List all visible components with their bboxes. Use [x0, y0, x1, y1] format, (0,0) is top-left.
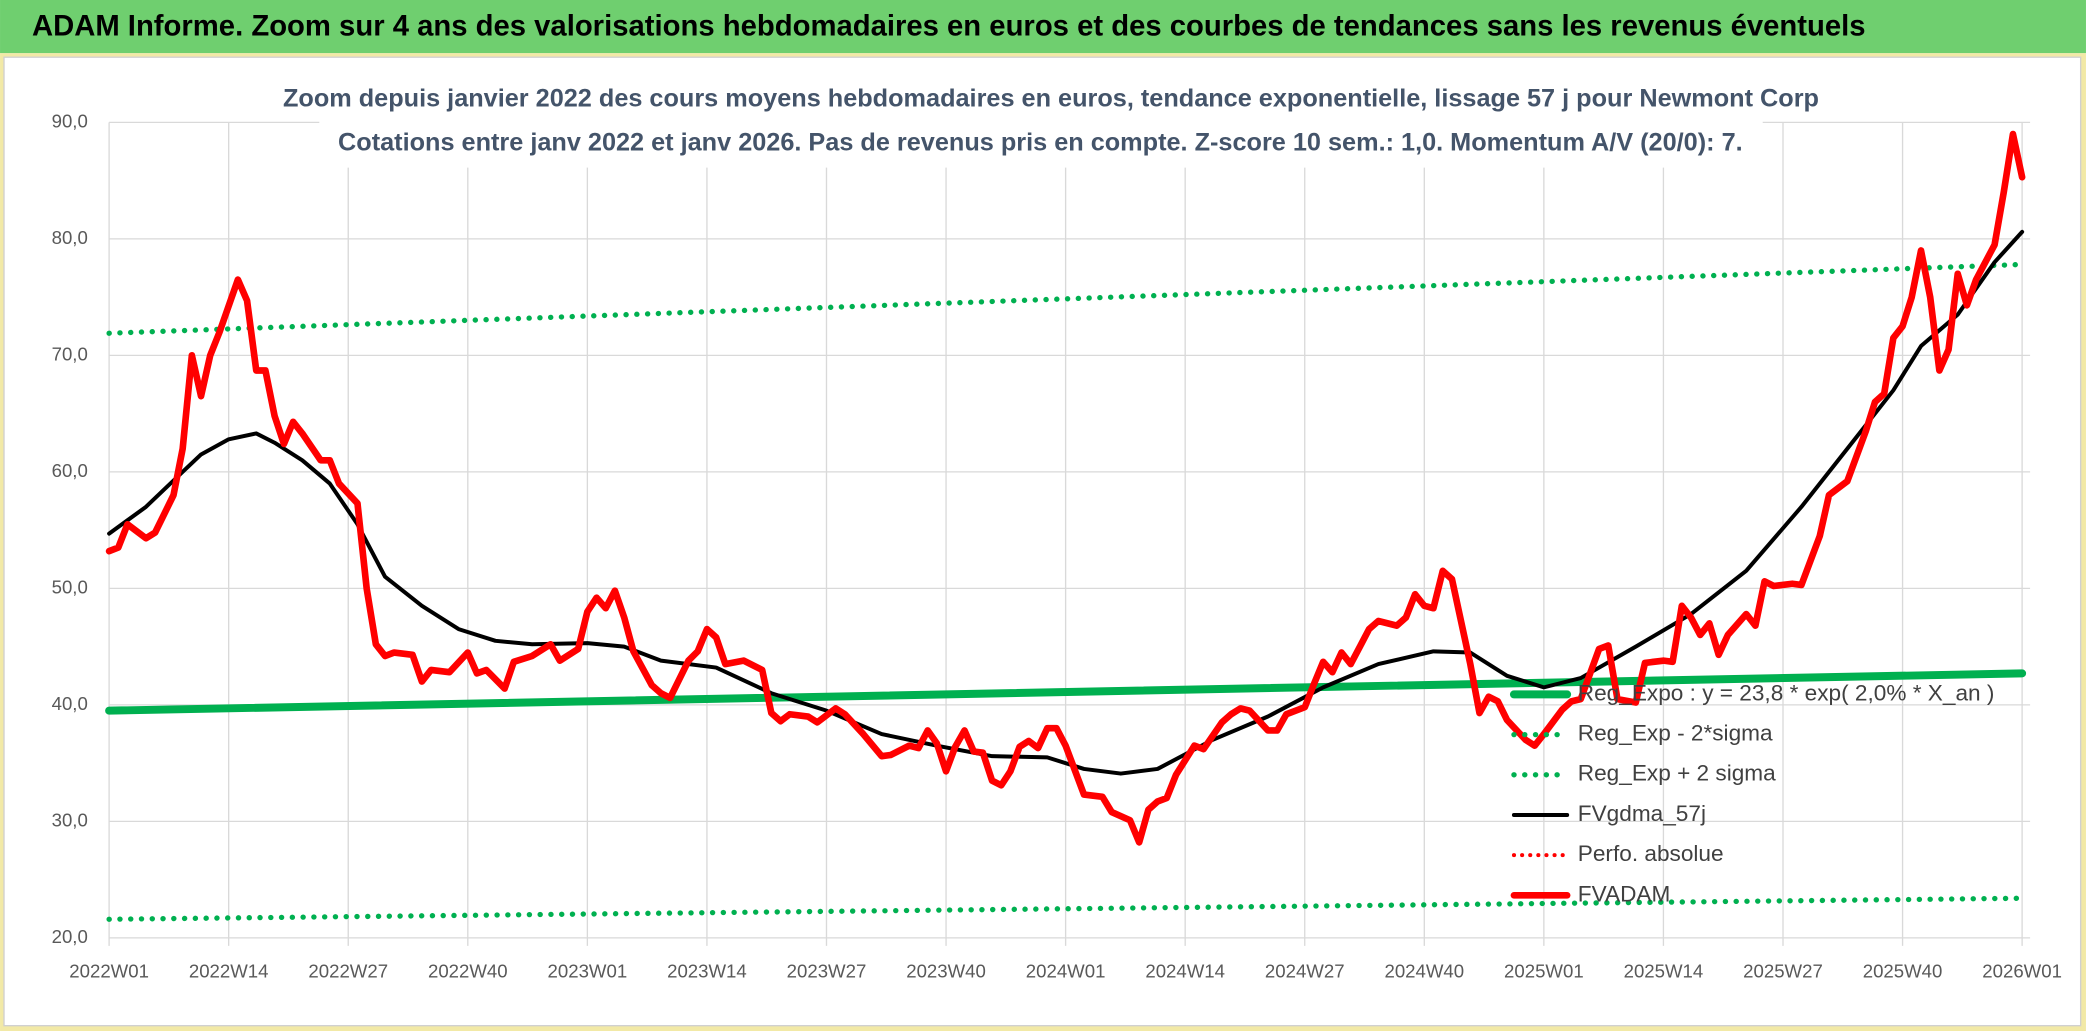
- plot-background: [3, 56, 2082, 1027]
- x-tick-label: 2025W40: [1863, 960, 1943, 981]
- legend-label: Reg_Exp - 2*sigma: [1578, 721, 1773, 746]
- x-tick-label: 2025W01: [1504, 960, 1584, 981]
- y-tick-label: 80,0: [52, 227, 88, 248]
- title-background: [319, 77, 1763, 168]
- series-line: [106, 895, 2025, 922]
- y-tick-label: 70,0: [52, 343, 88, 364]
- y-tick-label: 30,0: [52, 809, 88, 830]
- y-tick-label: 20,0: [52, 926, 88, 947]
- series-line: [105, 669, 2027, 715]
- header-title: ADAM Informe. Zoom sur 4 ans des valoris…: [32, 11, 1866, 43]
- legend-label: Perfo. absolue: [1578, 841, 1724, 866]
- grid: 20,0 30,0 40,0 50,0 60,0 70,0 80,0 90,0 2022W01 2…: [52, 110, 2062, 981]
- x-tick-label: 2023W40: [906, 960, 986, 981]
- legend-label: Reg_Exp + 2 sigma: [1578, 761, 1776, 786]
- x-tick-label: 2025W27: [1743, 960, 1823, 981]
- header-bar: [0, 0, 2086, 54]
- y-tick-label: 60,0: [52, 460, 88, 481]
- x-tick-label: 2025W14: [1624, 960, 1704, 981]
- chart-subtitle: Cotations entre janv 2022 et janv 2026. …: [338, 128, 1743, 156]
- x-tick-label: 2022W40: [428, 960, 508, 981]
- series-line: [107, 229, 2025, 776]
- x-tick-label: 2024W14: [1145, 960, 1225, 981]
- x-tick-label: 2026W01: [1982, 960, 2062, 981]
- lines: [105, 130, 2027, 922]
- legend-label: FVgdma_57j: [1578, 801, 1706, 826]
- x-tick-label: 2023W14: [667, 960, 747, 981]
- legend-label: Reg_Expo : y = 23,8 * exp( 2,0% * X_an ): [1578, 680, 1995, 705]
- x-tick-label: 2023W01: [548, 960, 628, 981]
- x-tick-label: 2022W27: [308, 960, 388, 981]
- series-line: [105, 130, 2026, 846]
- x-tick-label: 2024W01: [1026, 960, 1106, 981]
- legend: Reg_Expo : y = 23,8 * exp( 2,0% * X_an )…: [1509, 680, 1995, 906]
- legend-label: FVADAM: [1578, 881, 1671, 906]
- y-tick-label: 90,0: [52, 110, 88, 131]
- y-tick-label: 40,0: [52, 693, 88, 714]
- x-tick-label: 2023W27: [787, 960, 867, 981]
- y-tick-label: 50,0: [52, 576, 88, 597]
- x-tick-label: 2024W27: [1265, 960, 1345, 981]
- chart-title: Zoom depuis janvier 2022 des cours moyen…: [283, 84, 1819, 112]
- series-line: [106, 261, 2025, 336]
- x-tick-label: 2024W40: [1384, 960, 1464, 981]
- x-tick-label: 2022W14: [189, 960, 269, 981]
- x-tick-label: 2022W01: [69, 960, 149, 981]
